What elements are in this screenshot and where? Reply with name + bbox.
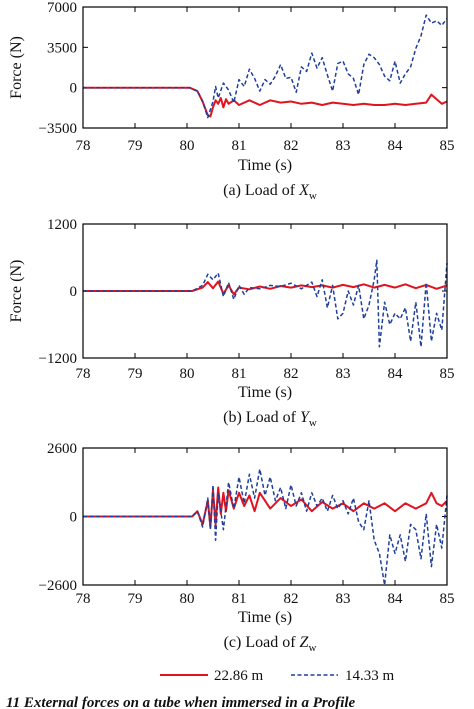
x-axis-label: Time (s)	[238, 609, 292, 626]
x-tick-label: 82	[284, 138, 299, 154]
caption-subscript: w	[309, 417, 317, 429]
series-line-14-33-m	[83, 468, 448, 586]
y-tick-label: 0	[70, 81, 78, 97]
x-tick-label: 80	[180, 366, 195, 382]
series-line-14-33-m	[83, 14, 448, 119]
x-tick-label: 79	[128, 138, 143, 154]
caption-text: (b) Load of	[223, 409, 300, 426]
x-tick-label: 85	[440, 591, 455, 607]
x-tick-label: 84	[388, 366, 404, 382]
plot-frame	[82, 447, 448, 586]
x-tick-label: 81	[232, 138, 247, 154]
x-tick-label: 82	[284, 591, 299, 607]
x-axis-label: Time (s)	[238, 157, 292, 174]
x-tick-label: 83	[336, 366, 351, 382]
y-tick-label: 3500	[47, 40, 77, 56]
x-tick-label: 78	[76, 138, 91, 154]
caption-text: (a) Load of	[223, 182, 299, 199]
x-tick-label: 83	[336, 591, 351, 607]
plot-frame	[82, 223, 448, 359]
y-tick-label: 0	[70, 284, 78, 300]
legend-label-1: 22.86 m	[214, 668, 264, 684]
chart-panel-3: 78 79 80 81 82 83 84 85 2600 0 −2600 Time (s) (c) Lo…	[39, 441, 455, 654]
x-tick-label: 81	[232, 591, 247, 607]
x-tick-label: 79	[128, 366, 143, 382]
x-tick-label: 81	[232, 366, 247, 382]
x-tick-label: 84	[388, 591, 404, 607]
figure-footer-caption: 11 External forces on a tube when immers…	[6, 695, 356, 709]
x-tick-label: 79	[128, 591, 143, 607]
y-tick-label: −1200	[39, 351, 77, 367]
caption-variable: X	[298, 182, 310, 199]
legend-label-2: 14.33 m	[345, 668, 395, 684]
x-tick-label: 80	[180, 591, 195, 607]
x-tick-label: 82	[284, 366, 299, 382]
legend: 22.86 m 14.33 m	[160, 668, 395, 684]
x-tick-label: 85	[440, 138, 455, 154]
y-tick-label: −2600	[39, 578, 77, 594]
chart-panel-2: 78 79 80 81 82 83 84 85 1200 0 −1200 Time (s) Force …	[8, 217, 455, 429]
x-tick-label: 83	[336, 138, 351, 154]
panel-caption: (c) Load of Zw	[224, 634, 317, 654]
series-line-14-33-m	[83, 259, 448, 348]
x-axis-label: Time (s)	[238, 384, 292, 401]
y-tick-label: 1200	[47, 217, 77, 233]
panel-caption: (b) Load of Yw	[223, 409, 317, 429]
caption-subscript: w	[309, 190, 317, 202]
y-tick-label: 0	[70, 510, 78, 526]
caption-variable: Y	[300, 409, 311, 426]
y-axis-label: Force (N)	[8, 260, 25, 323]
y-tick-label: −3500	[39, 121, 77, 137]
caption-text: (c) Load of	[224, 634, 300, 651]
panel-caption: (a) Load of Xw	[223, 182, 317, 202]
x-tick-label: 80	[180, 138, 195, 154]
chart-panel-1: 78 79 80 81 82 83 84 85 7000 3500 0 −3500 Time (s) Fo…	[8, 0, 455, 202]
series-line-22-86-m	[83, 280, 448, 296]
x-tick-label: 85	[440, 366, 455, 382]
plot-frame	[82, 6, 448, 129]
x-tick-label: 78	[76, 591, 91, 607]
y-tick-label: 7000	[47, 0, 77, 16]
x-tick-label: 84	[388, 138, 404, 154]
series-line-22-86-m	[83, 86, 448, 118]
x-tick-label: 78	[76, 366, 91, 382]
y-tick-label: 2600	[47, 441, 77, 457]
caption-variable: Z	[300, 634, 310, 651]
caption-subscript: w	[308, 642, 316, 654]
y-axis-label: Force (N)	[8, 36, 25, 99]
